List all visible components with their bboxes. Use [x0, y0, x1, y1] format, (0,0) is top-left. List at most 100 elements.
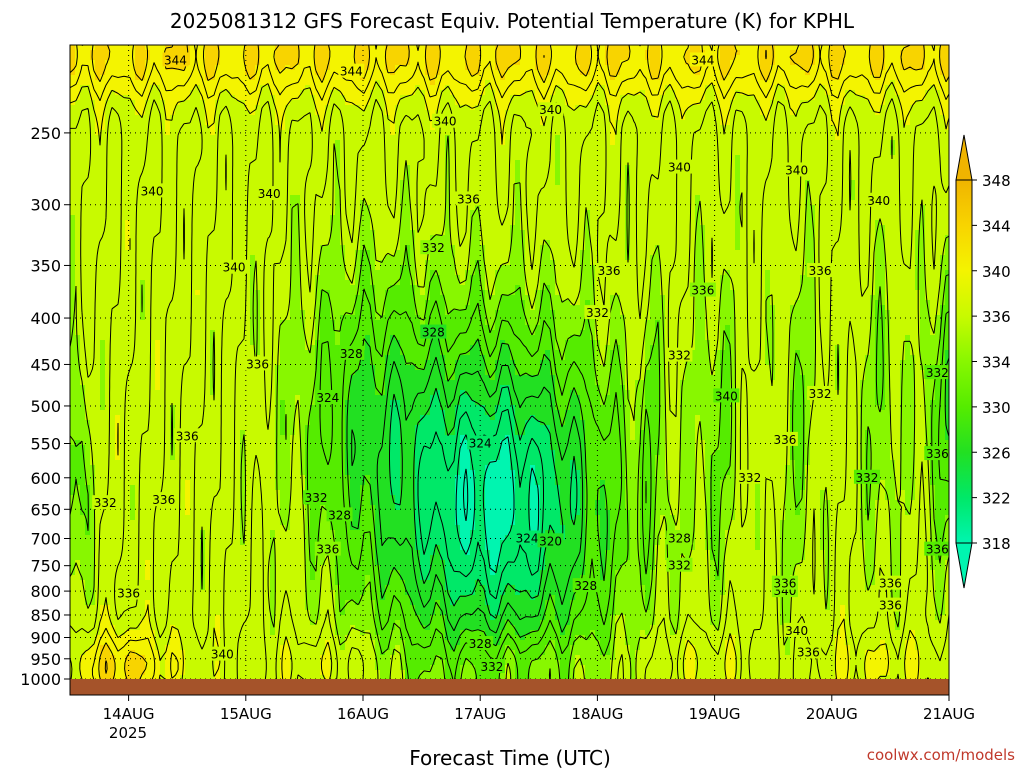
field-cell	[470, 45, 476, 51]
field-cell	[705, 150, 711, 156]
field-cell	[905, 145, 911, 151]
field-cell	[665, 110, 671, 116]
field-cell	[140, 65, 146, 71]
field-cell	[75, 145, 81, 151]
field-cell	[720, 115, 726, 121]
field-cell	[275, 100, 281, 106]
field-cell	[315, 100, 321, 106]
field-cell	[380, 60, 386, 66]
field-cell	[265, 145, 271, 151]
field-cell	[885, 125, 891, 131]
field-cell	[885, 155, 891, 161]
field-cell	[410, 95, 416, 101]
field-cell	[315, 55, 321, 61]
field-cell	[580, 65, 586, 71]
field-cell	[640, 55, 646, 61]
field-cell	[335, 145, 341, 151]
field-cell	[235, 85, 241, 91]
field-cell	[485, 135, 491, 141]
field-cell	[460, 145, 466, 151]
field-cell	[555, 80, 561, 86]
field-cell	[850, 55, 856, 61]
field-cell	[410, 125, 416, 131]
field-cell	[665, 75, 671, 81]
field-cell	[860, 135, 866, 141]
field-cell	[190, 140, 196, 146]
field-cell	[135, 45, 141, 51]
field-cell	[345, 160, 351, 166]
field-cell	[465, 145, 471, 151]
field-cell	[875, 115, 881, 121]
field-cell	[175, 155, 181, 161]
field-cell	[340, 135, 346, 141]
field-cell	[135, 60, 141, 66]
field-cell	[155, 160, 161, 166]
field-cell	[340, 50, 346, 56]
field-cell	[850, 85, 856, 91]
field-cell	[430, 45, 436, 51]
field-cell	[100, 145, 106, 151]
field-cell	[460, 90, 466, 96]
field-cell	[550, 50, 556, 56]
field-cell	[810, 85, 816, 91]
field-cell	[80, 140, 86, 146]
field-cell	[520, 155, 526, 161]
field-cell	[440, 140, 446, 146]
field-cell	[920, 45, 926, 51]
field-cell	[410, 135, 416, 141]
field-cell	[415, 140, 421, 146]
field-cell	[350, 120, 356, 126]
field-cell	[925, 50, 931, 56]
field-cell	[905, 155, 911, 161]
field-cell	[395, 80, 401, 86]
field-cell	[490, 150, 496, 156]
field-cell	[310, 50, 316, 56]
field-cell	[335, 45, 341, 51]
field-cell	[660, 70, 666, 76]
field-cell	[560, 155, 566, 161]
field-cell	[115, 100, 121, 106]
plot-area: 344344344340340340 340340340 3403403403403…	[70, 45, 952, 681]
field-cell	[180, 135, 186, 141]
field-cell	[410, 120, 416, 126]
field-cell	[580, 100, 586, 106]
field-cell	[285, 120, 291, 126]
field-cell	[390, 100, 396, 106]
field-cell	[790, 105, 796, 111]
field-cell	[515, 140, 521, 146]
field-cell	[95, 85, 101, 91]
field-cell	[265, 75, 271, 81]
field-cell	[945, 70, 951, 76]
field-cell	[225, 55, 231, 61]
field-cell	[210, 145, 216, 151]
field-cell	[345, 115, 351, 121]
field-cell	[885, 120, 891, 126]
field-cell	[440, 55, 446, 61]
field-cell	[530, 85, 536, 91]
field-cell	[750, 80, 756, 86]
field-cell	[160, 140, 166, 146]
field-cell	[410, 45, 416, 51]
field-cell	[320, 100, 326, 106]
field-cell	[410, 145, 416, 151]
field-cell	[200, 50, 206, 56]
field-cell	[870, 45, 876, 51]
field-cell	[905, 100, 911, 106]
field-cell	[900, 90, 906, 96]
field-cell	[135, 50, 141, 56]
field-cell	[565, 60, 571, 66]
field-cell	[85, 110, 91, 116]
field-cell	[535, 150, 541, 156]
field-cell	[940, 155, 946, 161]
field-cell	[430, 50, 436, 56]
field-cell	[140, 150, 146, 156]
field-cell	[835, 65, 841, 71]
field-cell	[355, 55, 361, 61]
field-cell	[665, 90, 671, 96]
field-cell	[110, 80, 116, 86]
field-cell	[430, 55, 436, 61]
field-cell	[395, 145, 401, 151]
field-cell	[720, 145, 726, 151]
field-cell	[635, 150, 641, 156]
field-cell	[875, 65, 881, 71]
